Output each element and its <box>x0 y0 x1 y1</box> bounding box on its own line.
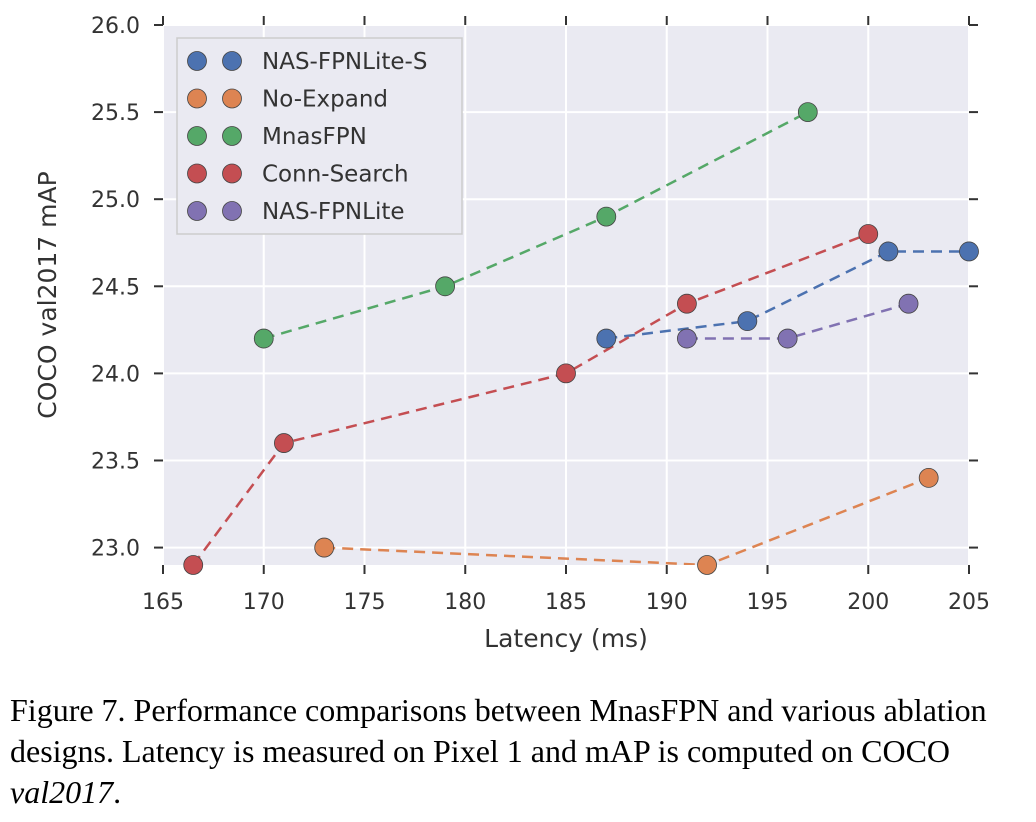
data-point-mnasfpn <box>596 206 617 227</box>
data-point-nas-fpnlite <box>777 328 798 349</box>
legend-marker-mnasfpn <box>222 126 242 146</box>
legend-marker-nas-fpnlite <box>222 201 242 221</box>
x-tick-label: 165 <box>142 590 184 615</box>
legend-marker-nas-fpnlite-s <box>187 51 207 71</box>
legend-label-no-expand: No-Expand <box>262 87 388 113</box>
x-tick-label: 195 <box>747 590 789 615</box>
data-point-nas-fpnlite-s <box>737 311 758 332</box>
data-point-conn-search <box>858 224 879 244</box>
x-tick-label: 190 <box>646 590 688 615</box>
legend-label-nas-fpnlite-s: NAS-FPNLite-S <box>262 49 427 75</box>
series-line-no-expand <box>324 476 930 565</box>
y-tick-label: 26.0 <box>91 14 140 39</box>
caption-italic: val2017 <box>10 774 114 810</box>
y-tick-label: 25.0 <box>91 188 140 213</box>
x-tick-labels: 165 170 175 180 185 190 195 200 205 <box>142 590 990 615</box>
data-point-nas-fpnlite-s <box>959 241 979 262</box>
legend-marker-nas-fpnlite-s <box>222 51 242 71</box>
axis-ticks <box>154 16 978 574</box>
data-point-nas-fpnlite <box>677 328 697 349</box>
y-tick-label: 24.0 <box>91 362 140 387</box>
legend-marker-conn-search <box>187 163 207 184</box>
x-tick-label: 205 <box>948 590 990 615</box>
data-point-conn-search <box>183 555 204 575</box>
x-tick-label: 170 <box>243 590 285 615</box>
x-tick-label: 180 <box>444 590 486 615</box>
x-tick-label: 175 <box>344 590 386 615</box>
data-point-nas-fpnlite <box>898 293 919 314</box>
y-tick-label: 23.5 <box>91 449 140 474</box>
figure-caption: Figure 7. Performance comparisons betwee… <box>10 690 1026 813</box>
data-point-nas-fpnlite-s <box>878 241 899 262</box>
legend-marker-conn-search <box>222 163 242 184</box>
y-tick-label: 23.0 <box>91 537 140 562</box>
legend-label-conn-search: Conn-Search <box>262 162 409 188</box>
legend-label-nas-fpnlite: NAS-FPNLite <box>262 199 405 225</box>
x-tick-label: 185 <box>545 590 587 615</box>
chart: 165 170 175 180 185 190 195 200 205 23.0 23.5 24.0… <box>33 14 990 653</box>
data-point-nas-fpnlite-s <box>596 328 617 349</box>
series-line-nas-fpnlite-s <box>606 250 969 340</box>
legend-label-mnasfpn: MnasFPN <box>262 124 367 150</box>
data-point-mnasfpn <box>253 328 274 349</box>
x-tick-label: 200 <box>847 590 889 615</box>
data-point-mnasfpn <box>797 102 818 122</box>
y-axis-label: COCO val2017 mAP <box>33 171 62 418</box>
series-line-mnasfpn <box>263 110 809 340</box>
legend-marker-mnasfpn <box>187 126 207 146</box>
data-point-no-expand <box>314 537 335 558</box>
y-tick-labels: 23.0 23.5 24.0 24.5 25.0 25.5 26.0 <box>91 14 140 562</box>
series-points <box>183 102 979 575</box>
data-point-conn-search <box>677 293 697 314</box>
caption-end: . <box>113 774 122 810</box>
data-point-conn-search <box>556 363 576 384</box>
legend: NAS-FPNLite-S No-Expand MnasFPN Conn-Search… <box>176 37 463 235</box>
data-point-mnasfpn <box>435 276 456 297</box>
y-tick-label: 24.5 <box>91 275 140 300</box>
y-tick-label: 25.5 <box>91 101 140 126</box>
x-axis-label: Latency (ms) <box>484 624 648 653</box>
data-point-no-expand <box>697 555 717 575</box>
legend-marker-no-expand <box>222 88 242 109</box>
data-point-no-expand <box>918 468 939 488</box>
caption-text: Figure 7. Performance comparisons betwee… <box>10 692 987 769</box>
legend-marker-nas-fpnlite <box>187 201 207 221</box>
legend-marker-no-expand <box>187 88 207 109</box>
data-point-conn-search <box>273 433 294 453</box>
